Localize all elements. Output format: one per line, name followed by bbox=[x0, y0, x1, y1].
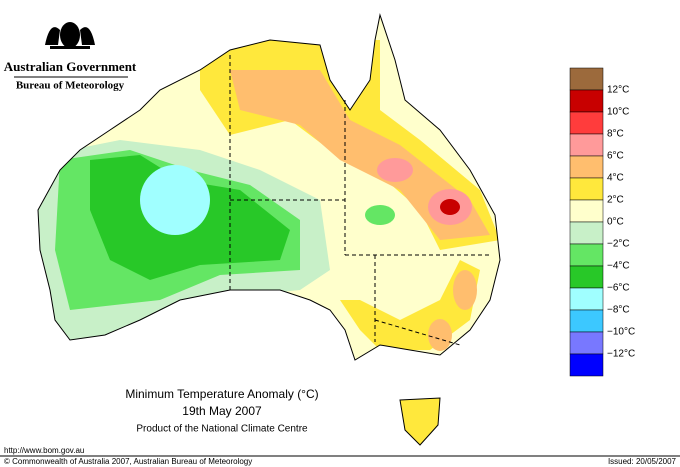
legend-swatch bbox=[569, 331, 604, 355]
legend-label: −4°C bbox=[607, 261, 630, 272]
legend-swatch bbox=[569, 199, 604, 223]
government: Australian Government bbox=[4, 59, 137, 74]
legend-label: 0°C bbox=[607, 217, 624, 228]
legend-label: 8°C bbox=[607, 129, 624, 140]
legend-swatch bbox=[569, 265, 604, 289]
legend-swatch bbox=[569, 243, 604, 267]
legend-label: −8°C bbox=[607, 305, 630, 316]
legend-swatch bbox=[569, 287, 604, 311]
legend-label: 6°C bbox=[607, 151, 624, 162]
legend-label: −12°C bbox=[607, 349, 635, 360]
map-product: Product of the National Climate Centre bbox=[136, 424, 308, 435]
agency: Bureau of Meteorology bbox=[16, 80, 125, 92]
url: http://www.bom.gov.au bbox=[4, 446, 84, 455]
legend-swatch bbox=[569, 111, 604, 135]
coastline bbox=[37, 13, 501, 361]
map-title: Minimum Temperature Anomaly (°C) bbox=[125, 387, 318, 401]
legend-swatch bbox=[569, 221, 604, 245]
legend-swatch bbox=[569, 133, 604, 157]
state-borders bbox=[229, 55, 490, 346]
crest bbox=[45, 22, 95, 49]
legend-swatch bbox=[569, 89, 604, 113]
legend-swatch bbox=[569, 67, 604, 91]
legend-label: 10°C bbox=[607, 107, 629, 118]
legend-label: −2°C bbox=[607, 239, 630, 250]
copyright: © Commonwealth of Australia 2007, Austra… bbox=[4, 457, 252, 466]
legend-swatch bbox=[569, 155, 604, 179]
australia-map bbox=[38, 15, 500, 360]
legend-label: −6°C bbox=[607, 283, 630, 294]
legend: 12°C 10°C 8°C 6°C 4°C 2°C 0°C −2°C −4°C −6°C −8°C −… bbox=[569, 67, 635, 377]
map-date: 19th May 2007 bbox=[182, 404, 262, 418]
legend-label: 4°C bbox=[607, 173, 624, 184]
issued: Issued: 20/05/2007 bbox=[608, 457, 677, 466]
tasmania bbox=[399, 397, 441, 446]
legend-label: 2°C bbox=[607, 195, 624, 206]
legend-swatch bbox=[569, 177, 604, 201]
legend-label: 12°C bbox=[607, 85, 629, 96]
legend-swatch bbox=[569, 309, 604, 333]
legend-swatch bbox=[569, 353, 604, 377]
legend-label: −10°C bbox=[607, 327, 635, 338]
